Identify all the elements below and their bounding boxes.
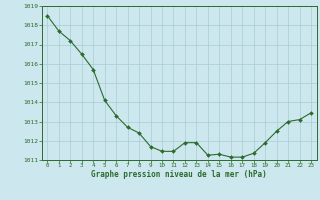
- X-axis label: Graphe pression niveau de la mer (hPa): Graphe pression niveau de la mer (hPa): [91, 170, 267, 179]
